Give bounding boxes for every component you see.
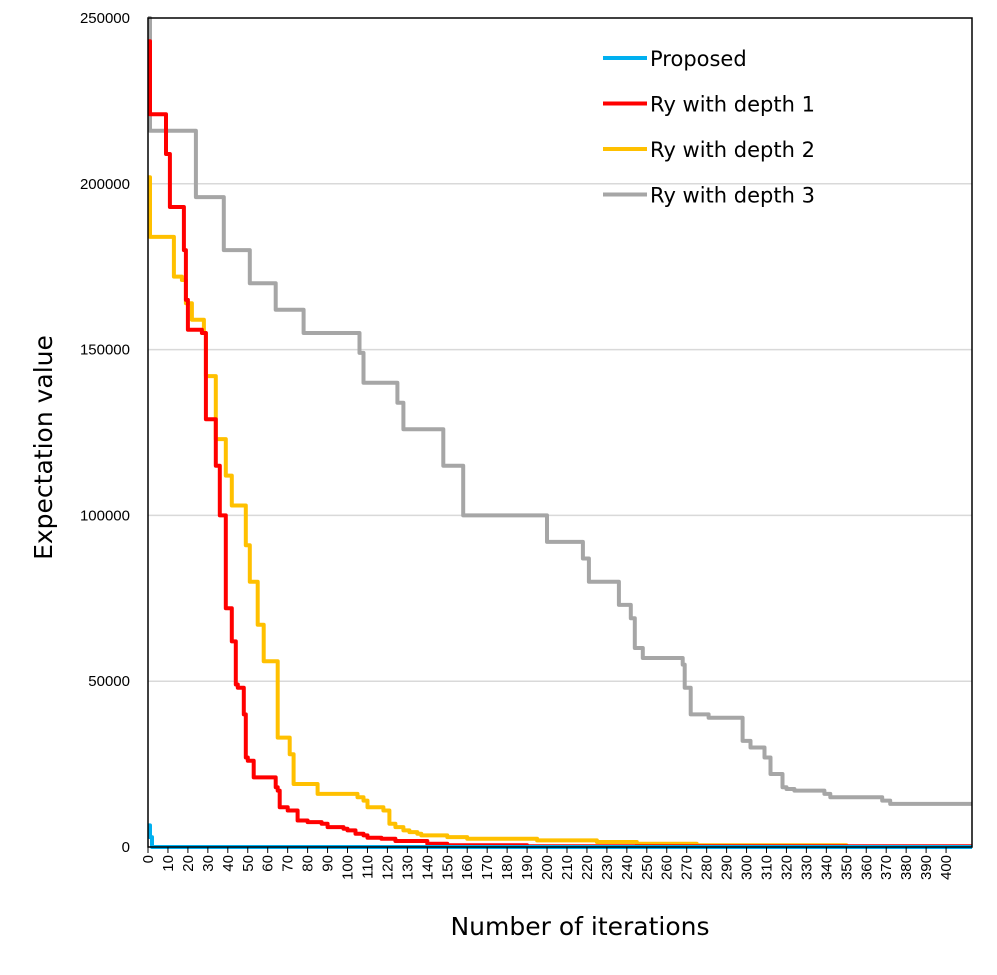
legend-item: Ry with depth 1 bbox=[603, 93, 815, 117]
x-tick-label: 160 bbox=[459, 855, 476, 880]
series-layer bbox=[148, 16, 972, 849]
x-tick-label: 10 bbox=[160, 855, 177, 872]
legend-label: Ry with depth 1 bbox=[650, 93, 815, 117]
x-tick-label: 260 bbox=[659, 855, 676, 880]
x-tick-label: 170 bbox=[479, 855, 496, 880]
series-line-4 bbox=[148, 16, 972, 806]
x-tick-label: 390 bbox=[918, 855, 935, 880]
y-tick-label: 250000 bbox=[80, 10, 130, 27]
x-tick-label: 130 bbox=[399, 855, 416, 880]
grid-lines bbox=[148, 183, 972, 682]
x-tick-label: 270 bbox=[679, 855, 696, 880]
x-tick-label: 30 bbox=[200, 855, 217, 872]
x-tick-label: 320 bbox=[778, 855, 795, 880]
x-tick-label: 230 bbox=[599, 855, 616, 880]
series-line-3 bbox=[148, 175, 972, 849]
x-tick-label: 220 bbox=[579, 855, 596, 880]
legend-label: Ry with depth 2 bbox=[650, 138, 815, 162]
x-tick-label: 120 bbox=[379, 855, 396, 880]
x-tick-label: 150 bbox=[439, 855, 456, 880]
x-axis-ticks: 0 10 20 30 40 50 60 70 80 90 100 110 120 130 140 150 160… bbox=[140, 847, 955, 880]
plot-frame bbox=[147, 17, 973, 848]
x-tick-label: 360 bbox=[858, 855, 875, 880]
x-axis-title: Number of iterations bbox=[450, 912, 709, 941]
x-tick-label: 80 bbox=[300, 855, 317, 872]
x-tick-label: 110 bbox=[359, 855, 376, 879]
x-tick-label: 350 bbox=[838, 855, 855, 880]
y-tick-label: 0 bbox=[122, 839, 130, 856]
x-tick-label: 200 bbox=[539, 855, 556, 880]
legend-label: Proposed bbox=[650, 47, 747, 71]
x-tick-label: 280 bbox=[699, 855, 716, 880]
x-tick-label: 190 bbox=[519, 855, 536, 880]
x-tick-label: 140 bbox=[419, 855, 436, 880]
x-tick-label: 100 bbox=[340, 855, 357, 880]
x-tick-label: 0 bbox=[140, 855, 157, 863]
y-axis-title: Expectation value bbox=[29, 335, 58, 560]
x-tick-label: 240 bbox=[619, 855, 636, 880]
legend-label: Ry with depth 3 bbox=[650, 184, 815, 208]
y-tick-label: 200000 bbox=[80, 176, 130, 193]
x-tick-label: 50 bbox=[240, 855, 257, 872]
x-tick-label: 70 bbox=[280, 855, 297, 872]
y-tick-label: 50000 bbox=[88, 673, 130, 690]
x-tick-label: 400 bbox=[938, 855, 955, 880]
x-tick-label: 370 bbox=[878, 855, 895, 880]
x-tick-label: 380 bbox=[898, 855, 915, 880]
x-tick-label: 90 bbox=[320, 855, 337, 872]
y-tick-label: 150000 bbox=[80, 342, 130, 359]
x-tick-label: 60 bbox=[260, 855, 277, 872]
series-line-2 bbox=[148, 39, 972, 849]
series-line-1 bbox=[148, 823, 972, 849]
legend-item: Proposed bbox=[603, 47, 747, 71]
x-tick-label: 330 bbox=[798, 855, 815, 880]
x-tick-label: 300 bbox=[739, 855, 756, 880]
legend-item: Ry with depth 2 bbox=[603, 138, 815, 162]
x-tick-label: 40 bbox=[220, 855, 237, 872]
x-tick-label: 20 bbox=[180, 855, 197, 872]
x-tick-label: 250 bbox=[639, 855, 656, 880]
x-tick-label: 340 bbox=[818, 855, 835, 880]
y-axis-ticks: 0 50000 100000 150000 200000 250000 bbox=[80, 10, 130, 856]
legend-item: Ry with depth 3 bbox=[603, 184, 815, 208]
x-tick-label: 180 bbox=[499, 855, 516, 880]
x-tick-label: 290 bbox=[719, 855, 736, 880]
x-tick-label: 310 bbox=[758, 855, 775, 880]
y-tick-label: 100000 bbox=[80, 507, 130, 524]
legend: Proposed Ry with depth 1 Ry with depth 2 Ry… bbox=[603, 47, 815, 208]
x-tick-label: 210 bbox=[559, 855, 576, 880]
